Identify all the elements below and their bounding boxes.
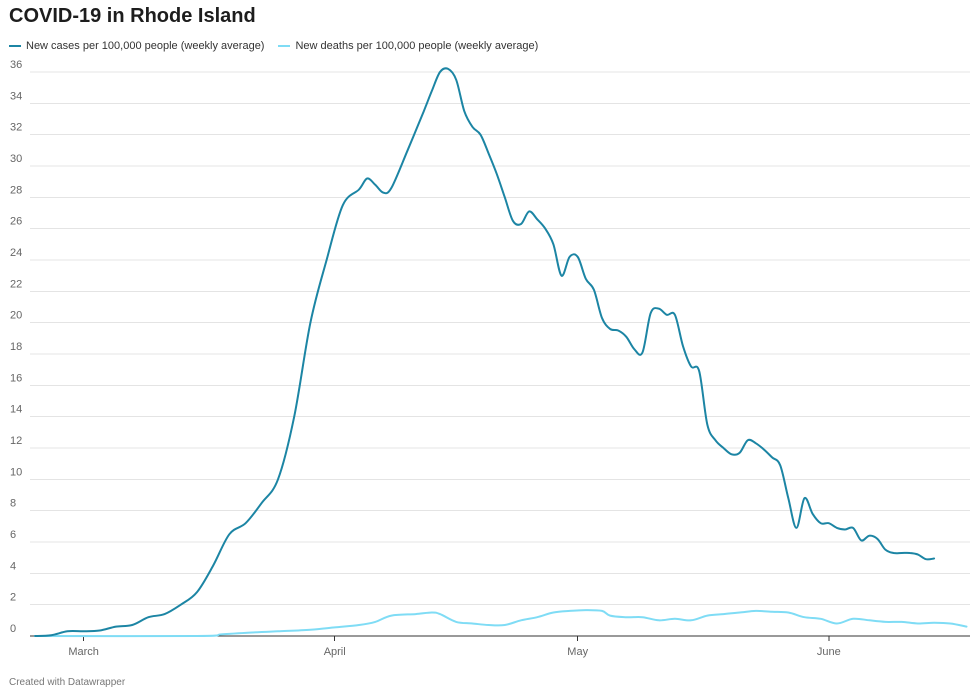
y-tick-label-32: 32	[10, 122, 22, 134]
legend-swatch-deaths	[278, 45, 291, 47]
x-tick-label-march: March	[68, 646, 99, 658]
y-tick-label-22: 22	[10, 278, 22, 290]
series-line-deaths	[34, 609, 968, 638]
chart-title: COVID-19 in Rhode Island	[9, 5, 256, 27]
y-tick-label-28: 28	[10, 184, 22, 196]
legend-item-deaths: New deaths per 100,000 people (weekly av…	[278, 40, 538, 52]
footer-credit: Created with Datawrapper	[9, 677, 126, 688]
y-tick-label-18: 18	[10, 341, 22, 353]
y-tick-label-20: 20	[10, 310, 22, 322]
y-tick-label-2: 2	[10, 592, 16, 604]
y-tick-label-8: 8	[10, 498, 16, 510]
legend-swatch-cases	[9, 45, 21, 47]
legend-item-cases: New cases per 100,000 people (weekly ave…	[9, 40, 264, 52]
y-tick-label-10: 10	[10, 466, 22, 478]
chart-legend: New cases per 100,000 people (weekly ave…	[9, 40, 538, 52]
y-tick-label-14: 14	[10, 404, 22, 416]
y-tick-label-6: 6	[10, 529, 16, 541]
y-tick-label-26: 26	[10, 216, 22, 228]
x-tick-label-april: April	[324, 646, 346, 658]
y-tick-label-24: 24	[10, 247, 22, 259]
y-tick-label-12: 12	[10, 435, 22, 447]
y-tick-label-34: 34	[10, 90, 22, 102]
y-tick-label-36: 36	[10, 59, 22, 71]
x-tick-label-may: May	[567, 646, 588, 658]
y-tick-label-16: 16	[10, 372, 22, 384]
y-tick-label-30: 30	[10, 153, 22, 165]
series-line-cases	[34, 67, 936, 637]
y-tick-label-4: 4	[10, 560, 16, 572]
legend-label-deaths: New deaths per 100,000 people (weekly av…	[295, 40, 539, 52]
x-tick-label-june: June	[817, 646, 841, 658]
legend-label-cases: New cases per 100,000 people (weekly ave…	[26, 40, 265, 52]
y-tick-label-0: 0	[10, 623, 16, 635]
